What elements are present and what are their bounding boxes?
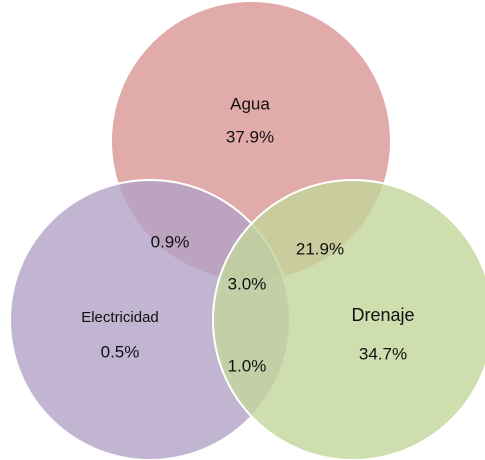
labels: Agua Electricidad Drenaje 37.9% 0.5% 34.7% 0.9… [81, 94, 414, 375]
region-value-label: 1.0% [228, 356, 267, 375]
region-value-label: 0.5% [101, 342, 140, 361]
set-label: Electricidad [81, 309, 159, 326]
region-value-label: 3.0% [228, 274, 267, 293]
region-value-label: 37.9% [226, 127, 274, 146]
circles [9, 0, 485, 460]
region-value-label: 0.9% [151, 232, 190, 251]
set-label: Drenaje [351, 305, 414, 325]
region-value-label: 34.7% [359, 344, 407, 363]
set-circle [212, 179, 485, 460]
region-value-label: 21.9% [296, 239, 344, 258]
set-label: Agua [230, 94, 270, 113]
